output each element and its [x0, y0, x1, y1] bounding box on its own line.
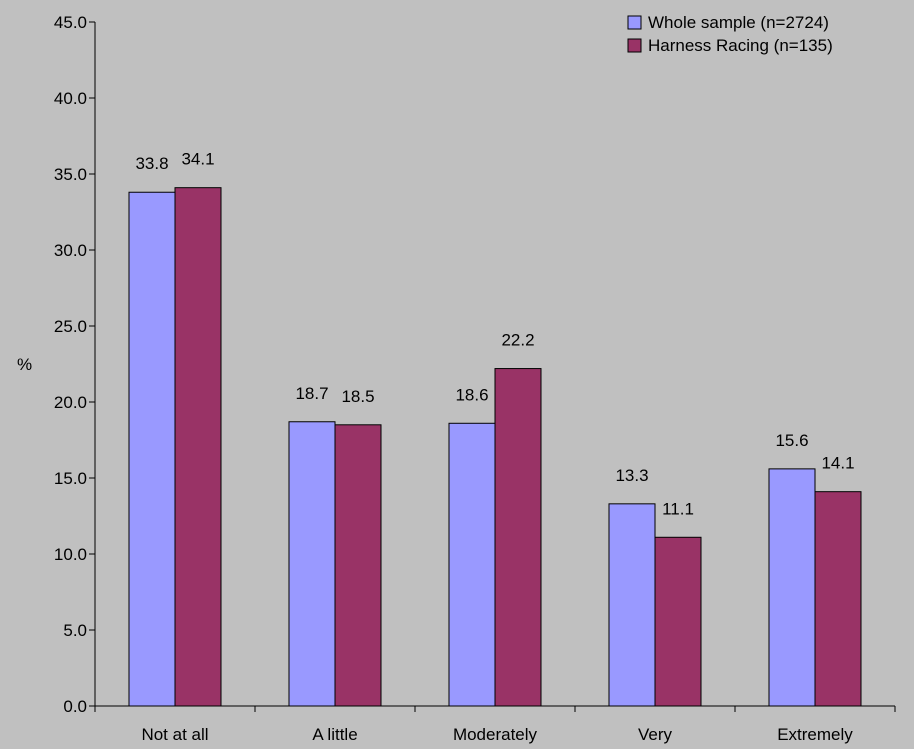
data-label: 14.1	[821, 454, 854, 473]
data-labels-layer: 33.8 34.1 18.7 18.5 18.6 22.2 13.3 11.1 15.6 14.1	[135, 150, 854, 519]
data-label: 18.6	[455, 385, 488, 404]
y-tick-label: 30.0	[54, 241, 87, 260]
y-tick-label: 15.0	[54, 469, 87, 488]
data-label: 15.6	[775, 431, 808, 450]
y-axis-title: %	[17, 355, 32, 374]
data-label: 22.2	[501, 331, 534, 350]
data-label: 13.3	[615, 466, 648, 485]
data-label: 18.5	[341, 387, 374, 406]
data-label: 11.1	[662, 499, 694, 518]
y-tick-label: 5.0	[63, 621, 87, 640]
y-tick-label: 25.0	[54, 317, 87, 336]
x-tick-label: Very	[638, 725, 673, 744]
legend-label: Harness Racing (n=135)	[648, 36, 833, 55]
data-label: 34.1	[181, 150, 214, 169]
x-tick-label: Moderately	[453, 725, 538, 744]
bar-series1	[128, 191, 176, 707]
bar-series2	[654, 536, 702, 707]
bar-series1	[448, 422, 496, 707]
data-label: 18.7	[295, 384, 328, 403]
x-tick-label: Not at all	[141, 725, 208, 744]
y-tick-label: 0.0	[63, 697, 87, 716]
y-tick-label: 20.0	[54, 393, 87, 412]
x-tick-label: Extremely	[777, 725, 853, 744]
y-ticks-layer: 0.0 5.0 10.0 15.0 20.0 25.0 30.0 35.0 40.0 45.0	[54, 13, 95, 716]
x-tick-label: A little	[312, 725, 357, 744]
bars-layer	[128, 187, 862, 707]
legend-label: Whole sample (n=2724)	[648, 13, 829, 32]
y-tick-label: 40.0	[54, 89, 87, 108]
bar-series2	[494, 368, 542, 707]
bar-series2	[174, 187, 222, 707]
bar-series1	[608, 503, 656, 707]
y-tick-label: 10.0	[54, 545, 87, 564]
legend-swatch	[627, 38, 642, 53]
bar-series2	[814, 491, 862, 707]
y-tick-label: 35.0	[54, 165, 87, 184]
legend: Whole sample (n=2724) Harness Racing (n=1…	[627, 13, 833, 55]
x-ticks-layer: Not at all A little Moderately Very Extremel…	[94, 706, 896, 744]
data-label: 33.8	[135, 154, 168, 173]
bar-series2	[334, 424, 382, 707]
legend-swatch	[627, 15, 642, 30]
y-tick-label: 45.0	[54, 13, 87, 32]
axes-layer	[94, 22, 895, 707]
bar-series1	[768, 468, 816, 707]
bar-series1	[288, 421, 336, 707]
